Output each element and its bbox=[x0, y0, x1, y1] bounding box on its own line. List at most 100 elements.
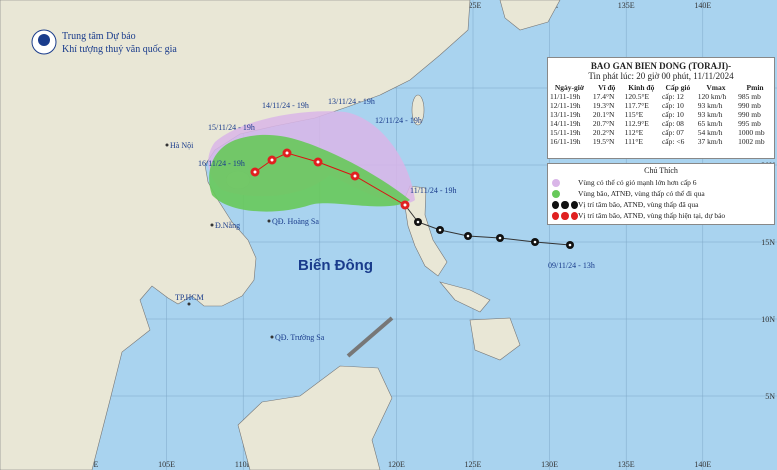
cone-area bbox=[209, 134, 410, 212]
forecast-storm-eye bbox=[403, 203, 407, 207]
borneo bbox=[237, 365, 393, 470]
table-cell: 111°E bbox=[624, 137, 643, 146]
place-label: QĐ. Hoàng Sa bbox=[272, 217, 319, 226]
place-dot bbox=[187, 302, 191, 306]
table-cell: 990 mb bbox=[738, 110, 761, 119]
table-cell: cấp: 10 bbox=[661, 101, 684, 110]
lon-label: 135E bbox=[618, 460, 635, 469]
luzon bbox=[403, 185, 448, 277]
palawan bbox=[346, 316, 394, 358]
place-dot bbox=[267, 219, 271, 223]
legend-dot bbox=[552, 178, 560, 187]
table-row: 14/11-19h 20.7°N 112.9°E cấp: 08 65 km/h 995 … bbox=[548, 119, 774, 128]
legend-symbol bbox=[552, 178, 578, 187]
legend-dot bbox=[561, 211, 569, 220]
table-cell: 15/11-19h bbox=[550, 128, 581, 137]
table-cell: 17.4°N bbox=[592, 92, 615, 101]
lon-label: 140E bbox=[694, 460, 711, 469]
track-label: 16/11/24 - 19h bbox=[198, 159, 245, 168]
lat-label: 10N bbox=[761, 315, 775, 324]
sea-label: Biển Đông bbox=[298, 257, 373, 274]
forecast-storm-eye bbox=[353, 174, 357, 178]
table-cell: 112.9°E bbox=[624, 119, 649, 128]
table-cell: 1000 mb bbox=[738, 128, 765, 137]
table-row: 16/11-19h 19.5°N 111°E cấp: <6 37 km/h 1002 m… bbox=[548, 137, 774, 146]
forecast-storm-eye bbox=[316, 160, 320, 164]
legend-symbol bbox=[552, 189, 578, 198]
table-cell: cấp: 10 bbox=[661, 110, 684, 119]
info-table: Ngày-giờ Vĩ độ Kinh độ Cấp gió Vmax Pmin 11/11… bbox=[548, 83, 774, 146]
lon-label: 135E bbox=[618, 1, 635, 10]
legend-text: Vùng bão, ATNĐ, vùng thấp có thể đi qua bbox=[578, 189, 705, 198]
place-label: QĐ. Trường Sa bbox=[275, 333, 325, 342]
info-subtitle: Tin phát lúc: 20 giờ 00 phút, 11/11/2024 bbox=[588, 71, 734, 81]
table-cell: 13/11-19h bbox=[550, 110, 581, 119]
lon-label: 120E bbox=[388, 460, 405, 469]
table-cell: 19.3°N bbox=[592, 101, 615, 110]
track-label: 13/11/24 - 19h bbox=[328, 97, 375, 106]
lat-label: 5N bbox=[765, 392, 775, 401]
legend-symbol bbox=[552, 200, 578, 209]
table-cell: 11/11-19h bbox=[550, 92, 581, 101]
taiwan bbox=[411, 94, 425, 126]
forecast-storm-eye bbox=[285, 151, 289, 155]
table-cell: cấp: 08 bbox=[661, 119, 684, 128]
track-label: 09/11/24 - 13h bbox=[548, 261, 595, 270]
legend-box: Chú Thích Vùng có thể có gió mạnh lớn hơ… bbox=[547, 163, 775, 225]
table-cell: 117.7°E bbox=[624, 101, 649, 110]
table-cell: 115°E bbox=[624, 110, 644, 119]
past-storm-eye bbox=[568, 243, 572, 247]
legend-title: Chú Thích bbox=[644, 166, 678, 175]
land bbox=[499, 0, 561, 31]
table-cell: cấp: <6 bbox=[661, 137, 685, 146]
table-cell: cấp: 07 bbox=[661, 128, 684, 137]
past-storm-eye bbox=[533, 240, 537, 244]
table-header: Vmax bbox=[706, 83, 726, 92]
table-row: 15/11-19h 20.2°N 112°E cấp: 07 54 km/h 1000 m… bbox=[548, 128, 774, 137]
legend-item: Vị trí tâm bão, ATNĐ, vùng thấp đã qua bbox=[548, 199, 774, 210]
past-storm-eye bbox=[438, 228, 442, 232]
table-cell: 120 km/h bbox=[697, 92, 727, 101]
past-storm-eye bbox=[416, 220, 420, 224]
table-cell: 54 km/h bbox=[697, 128, 723, 137]
lat-label: 15N bbox=[761, 238, 775, 247]
table-cell: 16/11-19h bbox=[550, 137, 581, 146]
table-cell: 65 km/h bbox=[697, 119, 723, 128]
table-cell: cấp: 12 bbox=[661, 92, 684, 101]
lon-label: 110E bbox=[235, 460, 252, 469]
table-cell: 12/11-19h bbox=[550, 101, 581, 110]
info-box: BAO GAN BIEN DONG (TORAJI)- Tin phát lúc… bbox=[547, 57, 775, 159]
legend-dot bbox=[561, 200, 569, 209]
table-cell: 14/11-19h bbox=[550, 119, 581, 128]
header: Trung tâm Dự báo Khí tượng thuỷ văn quốc… bbox=[62, 30, 177, 56]
visayas bbox=[439, 281, 491, 313]
place-label: Hà Nội bbox=[170, 141, 194, 150]
legend-dot bbox=[552, 189, 560, 198]
info-title: BAO GAN BIEN DONG (TORAJI)- bbox=[590, 61, 732, 71]
legend-item: Vị trí tâm bão, ATNĐ, vùng thấp hiện tại… bbox=[548, 210, 774, 221]
lon-label: 125E bbox=[465, 460, 482, 469]
track-label: 12/11/24 - 19h bbox=[375, 116, 422, 125]
legend-text: Vị trí tâm bão, ATNĐ, vùng thấp hiện tại… bbox=[578, 211, 726, 220]
table-cell: 19.5°N bbox=[592, 137, 615, 146]
legend-item: Vùng có thể có gió mạnh lớn hơn cấp 6 bbox=[548, 177, 774, 188]
lon-label: 105E bbox=[158, 460, 175, 469]
header-line: Khí tượng thuỷ văn quốc gia bbox=[62, 44, 177, 55]
table-cell: 985 mb bbox=[738, 92, 761, 101]
table-cell: 93 km/h bbox=[697, 110, 723, 119]
header-line: Trung tâm Dự báo bbox=[62, 31, 136, 42]
legend-text: Vị trí tâm bão, ATNĐ, vùng thấp đã qua bbox=[578, 200, 699, 209]
table-cell: 93 km/h bbox=[697, 101, 723, 110]
table-header: Vĩ độ bbox=[598, 83, 616, 92]
table-cell: 20.1°N bbox=[592, 110, 615, 119]
place-label: Đ.Nẵng bbox=[215, 221, 240, 230]
past-storm-eye bbox=[466, 234, 470, 238]
place-label: TP.HCM bbox=[175, 293, 204, 302]
table-header: Kinh độ bbox=[628, 83, 655, 92]
forecast-storm-eye bbox=[253, 170, 257, 174]
table-header: Cấp gió bbox=[665, 83, 691, 92]
table-cell: 20.7°N bbox=[592, 119, 615, 128]
table-header: Ngày-giờ bbox=[554, 83, 585, 92]
lon-label: 140E bbox=[694, 1, 711, 10]
